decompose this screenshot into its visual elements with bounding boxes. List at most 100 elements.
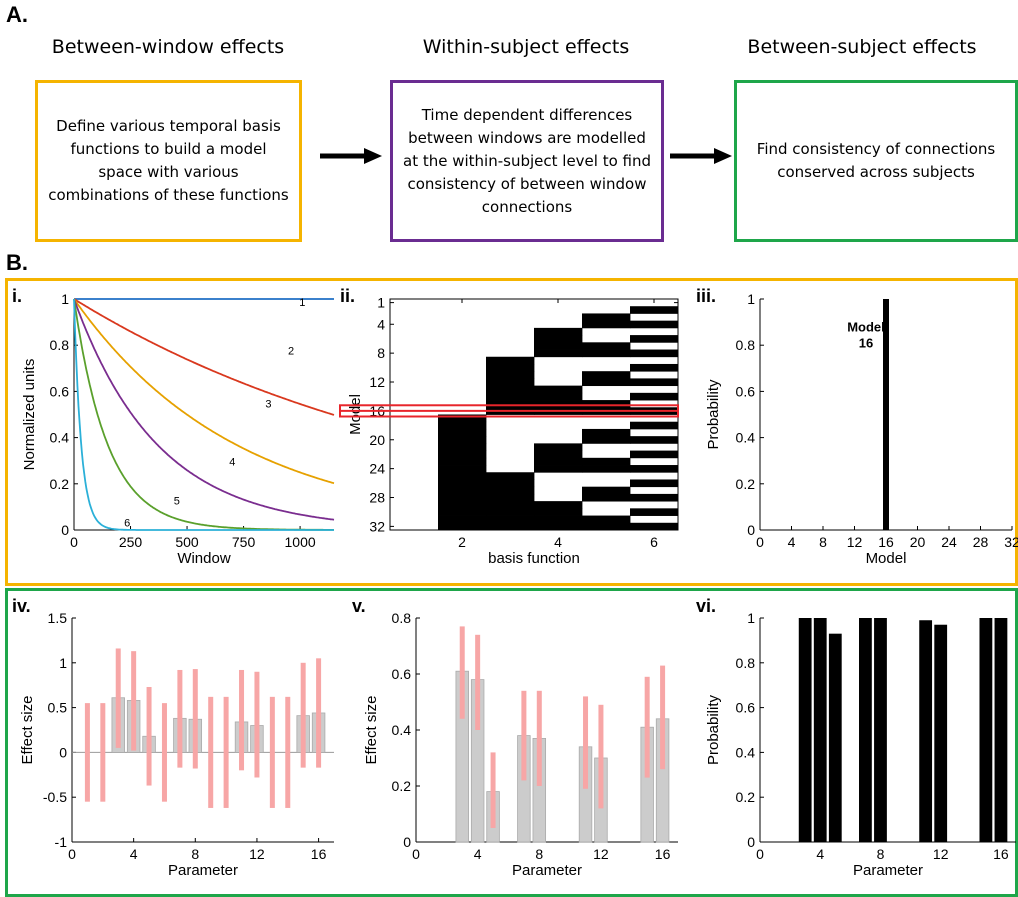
x-tick-label: 0: [68, 846, 76, 862]
y-tick-label: 1: [747, 291, 755, 307]
y-tick-label: 1: [377, 295, 385, 311]
x-tick-label: 2: [458, 534, 466, 550]
y-tick-label: 1: [61, 291, 69, 307]
cell-model-21-bf-4: [534, 443, 583, 451]
x-tick-label: 0: [70, 534, 78, 550]
between-window-box: Define various temporal basis functions …: [35, 80, 302, 242]
x-tick-label: 8: [535, 846, 543, 862]
y-tick-label: -0.5: [43, 789, 67, 805]
cell-model-14-bf-6: [630, 392, 679, 401]
bar-parameter-16: [994, 618, 1008, 842]
cell-model-26-bf-6: [630, 479, 679, 488]
annotation-line2: 16: [859, 335, 873, 350]
cell-model-24-bf-6: [630, 465, 679, 473]
y-tick-label: 0: [59, 744, 67, 760]
series-label-2: 2: [288, 345, 294, 357]
series-line-4: [73, 298, 335, 521]
ci-parameter-3: [115, 648, 121, 748]
x-tick-label: 32: [1004, 534, 1018, 550]
chart-iii: 0 0.2 0.4 0.6 0.8 1 0 4 8 12 16 20 24 28 32 Model Probab…: [696, 286, 1018, 567]
bar-parameter-3: [798, 618, 812, 842]
y-tick-label: 0.8: [736, 655, 756, 671]
ci-parameter-16: [316, 658, 322, 768]
y-axis-label: Probability: [705, 379, 722, 450]
panel-label: iii.: [696, 286, 716, 306]
ci-parameter-4: [475, 634, 481, 730]
cell-model-19-bf-2: [438, 428, 487, 437]
y-tick-label: 0.8: [50, 337, 70, 353]
between-subject-box: Find consistency of connections conserve…: [734, 80, 1018, 242]
ci-parameter-9: [208, 696, 214, 808]
cell-model-3-bf-5: [582, 313, 631, 322]
cell-model-18-bf-6: [630, 421, 679, 430]
chart-v: 0 0.2 0.4 0.6 0.8 0 4 8 12 16 Parameter Effect size…: [352, 596, 678, 879]
y-tick-label: 0.5: [48, 700, 68, 716]
cell-model-6-bf-6: [630, 335, 679, 343]
y-tick-label: 0.6: [736, 383, 756, 399]
cell-model-14-bf-3: [486, 392, 535, 401]
cell-model-10-bf-6: [630, 363, 679, 372]
row1-frame: [5, 278, 1018, 586]
cell-model-20-bf-2: [438, 436, 487, 444]
cell-model-23-bf-4: [534, 457, 583, 466]
chart-iv: -1 -0.5 0 0.5 1 1.5 0 4 8 12 16 Parameter Effect siz…: [12, 596, 334, 879]
x-tick-label: 8: [877, 846, 885, 862]
cell-model-9-bf-3: [486, 356, 535, 365]
series-line-3: [73, 298, 335, 485]
panel-label: v.: [352, 596, 366, 616]
cell-model-28-bf-3: [486, 493, 535, 502]
x-tick-label: 20: [910, 534, 926, 550]
cell-model-22-bf-2: [438, 450, 487, 459]
cell-model-30-bf-3: [486, 508, 535, 516]
cell-model-2-bf-6: [630, 306, 679, 314]
cell-model-28-bf-6: [630, 493, 679, 502]
cell-model-24-bf-5: [582, 465, 631, 473]
x-tick-label: 250: [119, 534, 143, 550]
cell-model-27-bf-3: [486, 486, 535, 495]
x-axis-label: Parameter: [853, 862, 923, 879]
cell-model-24-bf-4: [534, 465, 583, 473]
x-tick-label: 12: [593, 846, 609, 862]
series-label-4: 4: [229, 456, 235, 468]
x-tick-label: 4: [130, 846, 138, 862]
y-tick-label: 0.6: [736, 700, 756, 716]
ci-parameter-5: [146, 686, 152, 786]
bar-parameter-11: [919, 620, 933, 842]
cell-model-10-bf-3: [486, 363, 535, 372]
within-subject-box: Time dependent differences between windo…: [390, 80, 664, 242]
ci-parameter-8: [536, 690, 542, 786]
arrow-1-icon: [320, 148, 382, 164]
x-axis-label: Parameter: [512, 862, 582, 879]
ci-parameter-15: [300, 662, 306, 768]
panel-label: iv.: [12, 596, 31, 616]
cell-model-23-bf-2: [438, 457, 487, 466]
cell-model-8-bf-6: [630, 349, 679, 358]
series-label-6: 6: [124, 518, 130, 530]
y-tick-label: 0.8: [392, 610, 412, 626]
x-tick-label: 4: [474, 846, 482, 862]
y-tick-label: 0.8: [736, 337, 756, 353]
cell-model-25-bf-3: [486, 472, 535, 480]
y-tick-label: 0.6: [50, 383, 70, 399]
x-tick-label: 4: [554, 534, 562, 550]
series-line-2: [73, 298, 335, 416]
ci-parameter-6: [161, 703, 167, 802]
series-label-3: 3: [265, 399, 271, 411]
x-tick-label: 500: [175, 534, 199, 550]
y-tick-label: 0.2: [736, 789, 756, 805]
cell-model-7-bf-4: [534, 342, 583, 350]
x-tick-label: 16: [878, 534, 894, 550]
x-tick-label: 16: [655, 846, 671, 862]
y-axis-label: Effect size: [19, 696, 36, 765]
bar-parameter-12: [934, 624, 948, 842]
ci-parameter-5: [490, 752, 496, 828]
y-tick-label: 0.4: [736, 744, 756, 760]
y-axis-label: Normalized units: [21, 359, 38, 471]
y-axis-label: Effect size: [363, 696, 380, 765]
bar-parameter-7: [859, 618, 872, 842]
bar-parameter-4: [813, 618, 827, 842]
ci-parameter-1: [84, 703, 90, 802]
cell-model-15-bf-3: [486, 400, 535, 408]
cell-model-19-bf-5: [582, 428, 631, 437]
cell-model-31-bf-4: [534, 515, 583, 524]
